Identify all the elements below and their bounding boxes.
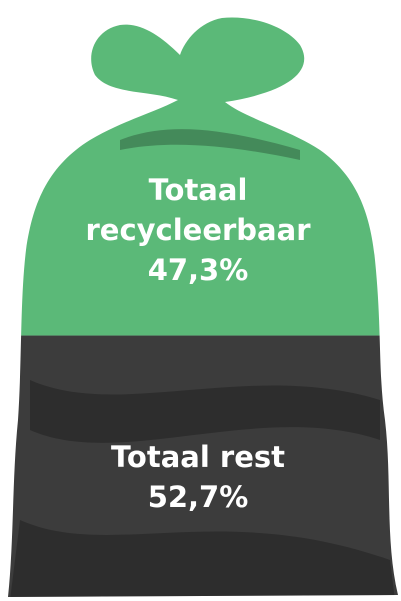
segment-label: Totaal rest 52,7% (67, 437, 329, 517)
value-label: 47,3% (67, 250, 329, 290)
segment-label: Totaal recycleerbaar 47,3% (67, 170, 329, 290)
category-label: Totaal recycleerbaar (67, 170, 329, 250)
value-label: 52,7% (67, 477, 329, 517)
category-label: Totaal rest (67, 437, 329, 477)
infographic: Totaal recycleerbaar 47,3% Totaal rest 5… (0, 0, 401, 601)
